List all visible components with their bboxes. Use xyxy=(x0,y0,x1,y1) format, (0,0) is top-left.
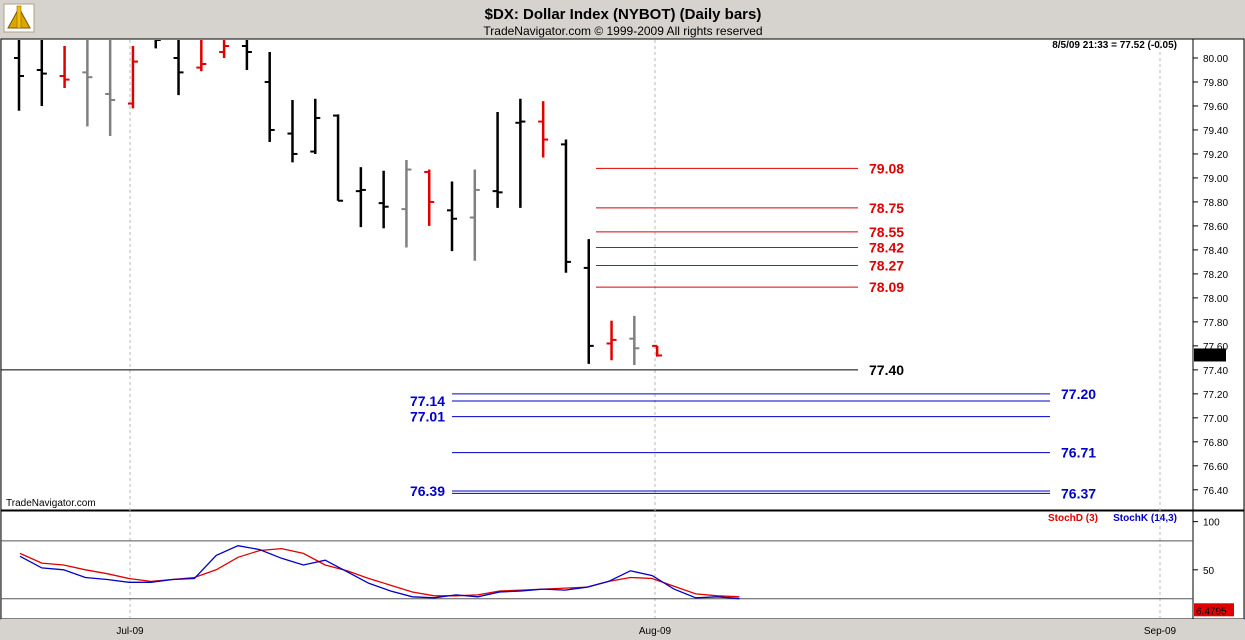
price-tick-label: 80.00 xyxy=(1203,54,1228,65)
stoch-k-line xyxy=(19,545,740,600)
price-plot-area[interactable] xyxy=(0,38,1194,511)
ohlc-bar[interactable] xyxy=(82,34,93,127)
support-label: 77.01 xyxy=(410,409,445,425)
stoch-value-tag-box xyxy=(1194,603,1234,617)
support-label: 76.37 xyxy=(1061,485,1096,501)
ohlc-bar[interactable] xyxy=(151,10,161,49)
price-tick-label: 79.60 xyxy=(1203,102,1228,113)
ohlc-bar[interactable] xyxy=(241,34,252,70)
ohlc-bar[interactable] xyxy=(606,320,617,361)
resistance-label: 79.08 xyxy=(869,160,904,176)
last-price-tag-box xyxy=(1194,348,1226,362)
resistance-label: 78.42 xyxy=(869,240,904,256)
price-tick-label: 78.80 xyxy=(1203,198,1228,209)
support-label: 76.71 xyxy=(1061,445,1096,461)
price-watermark: TradeNavigator.com xyxy=(6,498,96,509)
price-tick-label: 76.80 xyxy=(1203,438,1228,449)
ohlc-bar[interactable] xyxy=(629,315,640,366)
price-tick-label: 78.60 xyxy=(1203,222,1228,233)
price-tick-label: 79.20 xyxy=(1203,150,1228,161)
stoch-axis xyxy=(1192,510,1245,620)
ohlc-bar[interactable] xyxy=(469,169,480,261)
price-tick-label: 79.80 xyxy=(1203,78,1228,89)
last-quote-label: 8/5/09 21:33 = 77.52 (-0.05) xyxy=(1052,40,1177,51)
support-label: 77.14 xyxy=(410,393,445,409)
stoch-tick-label: 100 xyxy=(1203,518,1220,529)
ohlc-bar[interactable] xyxy=(538,101,549,158)
ohlc-bar[interactable] xyxy=(127,45,138,109)
date-tick-label: Sep-09 xyxy=(1144,626,1177,637)
ohlc-bar[interactable] xyxy=(583,239,594,364)
resistance-label: 78.75 xyxy=(869,200,904,216)
price-tick-label: 77.80 xyxy=(1203,318,1228,329)
ohlc-bar[interactable] xyxy=(173,22,184,96)
ohlc-bar[interactable] xyxy=(264,51,275,142)
support-label: 76.39 xyxy=(410,483,445,499)
price-tick-label: 79.40 xyxy=(1203,126,1228,137)
ohlc-bar[interactable] xyxy=(447,181,458,252)
price-tick-label: 78.00 xyxy=(1203,294,1228,305)
price-tick-label: 78.20 xyxy=(1203,270,1228,281)
ohlc-bar[interactable] xyxy=(355,167,366,228)
price-tick-label: 76.40 xyxy=(1203,486,1228,497)
date-tick-label: Jul-09 xyxy=(116,626,144,637)
price-tick-label: 77.00 xyxy=(1203,414,1228,425)
ohlc-bar[interactable] xyxy=(59,45,70,88)
ohlc-bar[interactable] xyxy=(36,16,47,106)
stoch-k-legend: StochK (14,3) xyxy=(1113,513,1177,524)
ohlc-bar[interactable] xyxy=(219,40,230,58)
ohlc-bar[interactable] xyxy=(515,98,526,208)
ohlc-bar[interactable] xyxy=(14,10,24,111)
price-tick-label: 77.20 xyxy=(1203,390,1228,401)
stoch-value-tag: 6.4795 xyxy=(1196,606,1227,617)
date-axis xyxy=(1,619,1244,639)
ohlc-bar[interactable] xyxy=(424,169,435,226)
chart-title: $DX: Dollar Index (NYBOT) (Daily bars) xyxy=(485,6,762,23)
ohlc-bar[interactable] xyxy=(333,114,344,202)
date-tick-label: Aug-09 xyxy=(639,626,672,637)
ohlc-bar[interactable] xyxy=(492,111,503,208)
ohlc-bar[interactable] xyxy=(652,344,663,357)
stoch-plot-area[interactable] xyxy=(0,510,1194,620)
ohlc-bar[interactable] xyxy=(105,34,116,136)
ohlc-bar[interactable] xyxy=(196,40,207,72)
price-tick-label: 79.00 xyxy=(1203,174,1228,185)
chart-copyright: TradeNavigator.com © 1999-2009 All right… xyxy=(483,24,762,38)
ohlc-bar[interactable] xyxy=(287,99,298,163)
price-tick-label: 76.60 xyxy=(1203,462,1228,473)
ohlc-bar[interactable] xyxy=(560,139,571,273)
price-tick-label: 77.60 xyxy=(1203,342,1228,353)
price-tick-label: 77.40 xyxy=(1203,366,1228,377)
resistance-label: 78.55 xyxy=(869,224,904,240)
resistance-label: 78.09 xyxy=(869,279,904,295)
ohlc-bar[interactable] xyxy=(378,170,389,229)
stoch-d-line xyxy=(19,547,740,598)
ohlc-bar[interactable] xyxy=(310,98,321,154)
trade-navigator-logo-icon xyxy=(3,3,35,33)
stoch-d-legend: StochD (3) xyxy=(1048,513,1098,524)
support-label: 77.20 xyxy=(1061,386,1096,402)
ohlc-bar[interactable] xyxy=(401,159,412,248)
pivot-label: 77.40 xyxy=(869,362,904,378)
stoch-tick-label: 50 xyxy=(1203,566,1215,577)
last-price-tag: 77.52 xyxy=(1197,351,1222,362)
price-tick-label: 78.40 xyxy=(1203,246,1228,257)
resistance-label: 78.27 xyxy=(869,258,904,274)
price-axis xyxy=(1192,38,1245,511)
